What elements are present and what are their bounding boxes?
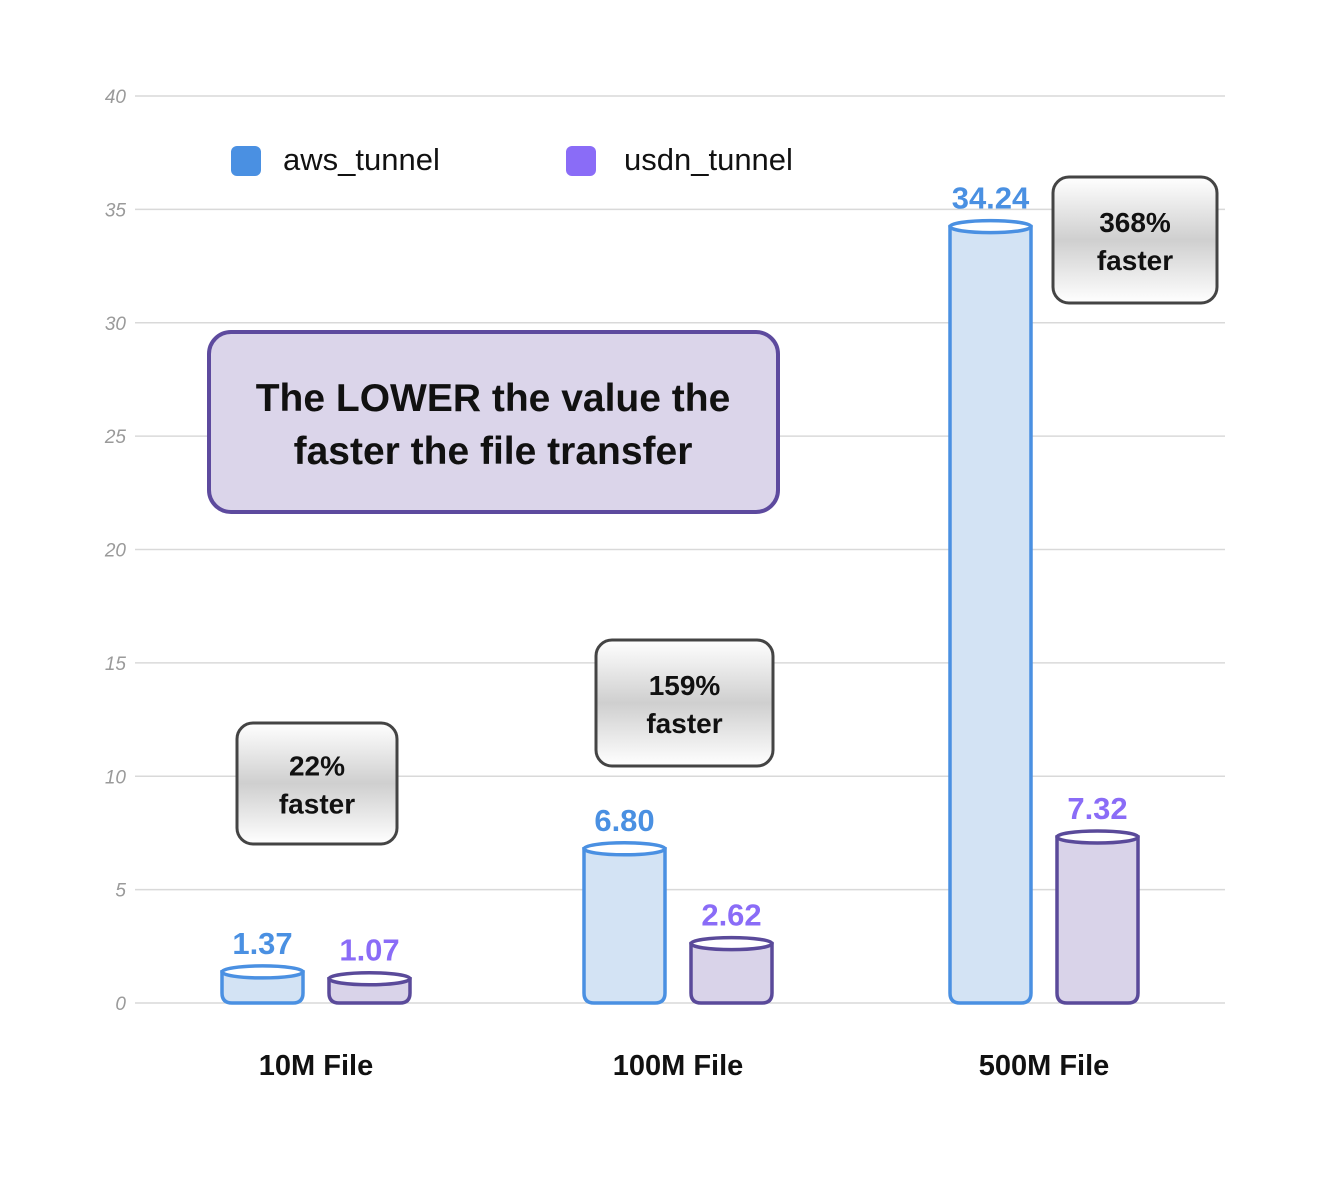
bar-top-cap [220, 964, 305, 980]
callout-frame [1051, 175, 1219, 305]
callout-text: faster [646, 708, 722, 739]
x-axis-labels: 10M File 100M File 500M File [259, 1050, 1110, 1082]
legend-swatch [566, 146, 596, 176]
callout-text: 159% [649, 670, 721, 701]
note-box: The LOWER the value the faster the file t… [207, 330, 780, 514]
y-tick-label: 40 [105, 87, 127, 108]
bar-aws_tunnel [220, 964, 305, 1005]
y-tick-label: 20 [104, 541, 127, 562]
bar-top-cap [327, 970, 412, 987]
y-tick-label: 30 [105, 314, 127, 335]
bar-top-cap [948, 218, 1033, 235]
bar-top-cap [689, 935, 774, 952]
data-label-aws_tunnel: 6.80 [594, 803, 654, 838]
x-category-label: 10M File [259, 1050, 373, 1082]
data-label-aws_tunnel: 34.24 [952, 181, 1030, 216]
y-tick-label: 0 [115, 994, 126, 1015]
bar-usdn_tunnel [1055, 829, 1140, 1005]
note-frame [207, 330, 780, 514]
bars [220, 218, 1140, 1005]
bar-body [220, 970, 305, 1005]
callout-text: faster [1097, 245, 1173, 276]
legend-label: usdn_tunnel [624, 142, 793, 177]
note-text: The LOWER the value the [256, 377, 731, 420]
callout-frame [594, 638, 775, 768]
bar-body [582, 847, 667, 1005]
bar-usdn_tunnel [689, 935, 774, 1005]
x-category-label: 100M File [613, 1050, 744, 1082]
note-text: faster the file transfer [294, 430, 693, 473]
y-tick-label: 10 [105, 767, 127, 788]
data-label-usdn_tunnel: 2.62 [701, 898, 761, 933]
annotation-note: The LOWER the value the faster the file t… [207, 330, 780, 514]
data-label-usdn_tunnel: 1.07 [339, 933, 399, 968]
legend-label: aws_tunnel [283, 142, 440, 177]
callout-text: faster [279, 789, 355, 820]
bar-body [948, 224, 1033, 1005]
y-tick-label: 5 [115, 881, 126, 902]
bar-usdn_tunnel [327, 970, 412, 1005]
callout-text: 368% [1099, 207, 1171, 238]
bar-body [689, 941, 774, 1005]
bar-aws_tunnel [582, 841, 667, 1005]
y-axis-ticks: 0 5 10 15 20 25 30 35 40 [104, 87, 127, 1015]
y-tick-label: 35 [105, 200, 127, 221]
x-category-label: 500M File [979, 1050, 1110, 1082]
callout-text: 22% [289, 751, 345, 782]
legend-swatch [231, 146, 261, 176]
legend-item-aws_tunnel: aws_tunnel [231, 142, 440, 177]
y-tick-label: 25 [104, 427, 127, 448]
data-labels: 1.37 1.07 6.80 2.62 34.24 7.32 [232, 181, 1127, 968]
callout-box: 159% faster [594, 638, 775, 768]
y-tick-label: 15 [105, 654, 127, 675]
callout-frame [235, 721, 399, 846]
data-label-usdn_tunnel: 7.32 [1067, 791, 1127, 826]
bar-top-cap [582, 841, 667, 857]
legend: aws_tunnel usdn_tunnel [231, 142, 793, 177]
data-label-aws_tunnel: 1.37 [232, 926, 292, 961]
bar-aws_tunnel [948, 218, 1033, 1005]
callouts: 22% faster 159% faster 368% faster [235, 175, 1219, 846]
callout-box: 22% faster [235, 721, 399, 846]
legend-item-usdn_tunnel: usdn_tunnel [566, 142, 793, 177]
callout-box: 368% faster [1051, 175, 1219, 305]
bar-body [1055, 835, 1140, 1005]
bar-top-cap [1055, 829, 1140, 845]
